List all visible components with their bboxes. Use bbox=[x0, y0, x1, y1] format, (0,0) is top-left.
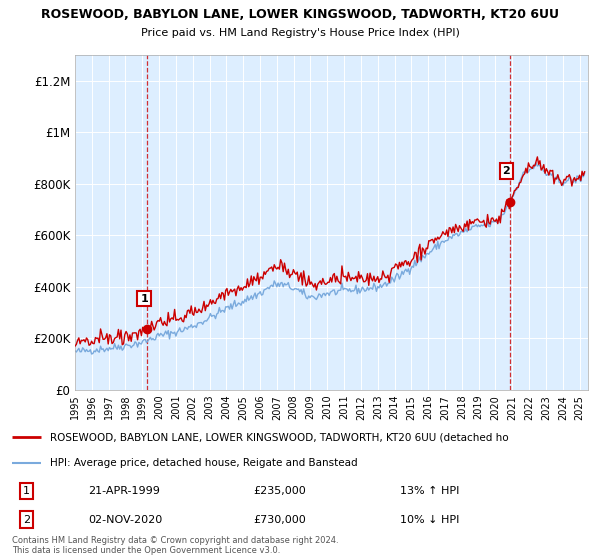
Text: ROSEWOOD, BABYLON LANE, LOWER KINGSWOOD, TADWORTH, KT20 6UU (detached ho: ROSEWOOD, BABYLON LANE, LOWER KINGSWOOD,… bbox=[50, 432, 509, 442]
Text: 2: 2 bbox=[502, 166, 510, 176]
Text: 2: 2 bbox=[23, 515, 30, 525]
Text: 1: 1 bbox=[140, 293, 148, 304]
Text: £730,000: £730,000 bbox=[253, 515, 306, 525]
Text: 10% ↓ HPI: 10% ↓ HPI bbox=[400, 515, 460, 525]
Text: Price paid vs. HM Land Registry's House Price Index (HPI): Price paid vs. HM Land Registry's House … bbox=[140, 28, 460, 38]
Text: 02-NOV-2020: 02-NOV-2020 bbox=[88, 515, 163, 525]
Text: £235,000: £235,000 bbox=[253, 486, 306, 496]
Text: 21-APR-1999: 21-APR-1999 bbox=[88, 486, 160, 496]
Text: ROSEWOOD, BABYLON LANE, LOWER KINGSWOOD, TADWORTH, KT20 6UU: ROSEWOOD, BABYLON LANE, LOWER KINGSWOOD,… bbox=[41, 8, 559, 21]
Text: Contains HM Land Registry data © Crown copyright and database right 2024.
This d: Contains HM Land Registry data © Crown c… bbox=[12, 536, 338, 556]
Text: HPI: Average price, detached house, Reigate and Banstead: HPI: Average price, detached house, Reig… bbox=[50, 458, 358, 468]
Text: 1: 1 bbox=[23, 486, 30, 496]
Text: 13% ↑ HPI: 13% ↑ HPI bbox=[400, 486, 460, 496]
